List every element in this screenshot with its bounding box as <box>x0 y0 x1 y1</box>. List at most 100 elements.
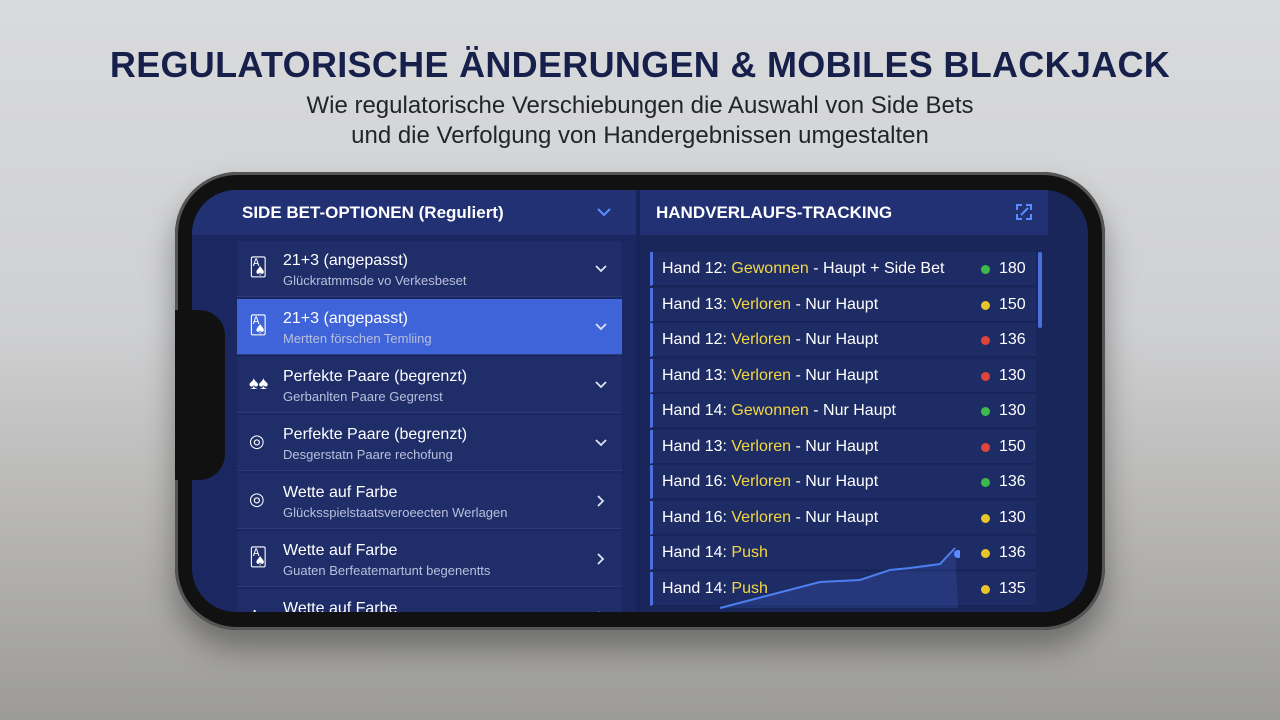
status-dot <box>981 442 990 452</box>
item-icon: ◎ <box>249 489 265 509</box>
status-dot <box>981 407 990 416</box>
trend-sparkline <box>719 547 960 609</box>
item-label: Wette auf Farbe <box>283 600 398 612</box>
tracking-panel: HANDVERLAUFS-TRACKING Hand 12: Gewonnen … <box>640 190 1088 612</box>
status-dot <box>981 513 990 523</box>
subtitle: und die Verfolgung von Handergebnissen u… <box>351 122 929 149</box>
side-bet-item[interactable]: ◎ Wette auf Farbe Glücksspielstaatsveroeec… <box>237 473 622 529</box>
hand-value: 180 <box>999 260 1026 277</box>
hand-detail: - Nur Haupt <box>795 295 879 313</box>
hand-text: Hand 14: Push <box>662 544 768 562</box>
hand-label: Hand 14: <box>662 544 727 561</box>
hand-result: Gewonnen <box>731 402 809 419</box>
status-dot <box>981 549 990 558</box>
hand-detail: - Nur Haupt <box>795 437 879 455</box>
hand-text: Hand 12: Verloren - Nur Haupt <box>662 331 878 349</box>
item-label: 21+3 (angepasst) <box>283 310 408 327</box>
chevron[interactable] <box>594 321 608 333</box>
panel-header: HANDVERLAUFS-TRACKING <box>640 190 1048 235</box>
hand-text: Hand 16: Verloren - Nur Haupt <box>662 473 878 491</box>
hand-text: Hand 14: Gewonnen - Nur Haupt <box>662 402 896 420</box>
hand-label: Hand 13: <box>662 437 727 455</box>
hand-result: Verloren <box>731 366 791 384</box>
hand-detail: - Nur Haupt <box>795 508 879 526</box>
item-label: 21+3 (angepasst) <box>283 252 408 269</box>
item-icon: ∴ <box>249 605 260 612</box>
item-sub: Desgerstatn Paare rechofung <box>283 447 453 462</box>
item-icon: 🂡 <box>249 257 268 277</box>
hand-value: 130 <box>999 402 1026 419</box>
hand-detail: - Nur Haupt <box>795 366 879 384</box>
status-dot <box>981 336 990 345</box>
item-sub: Mertten förschen Temliing <box>283 331 432 346</box>
hand-label: Hand 12: <box>662 260 727 277</box>
hand-row: Hand 14: Push 136 <box>650 536 1036 570</box>
hand-row: Hand 16: Verloren - Nur Haupt 130 <box>650 500 1036 535</box>
hand-text: Hand 14: Push <box>662 580 768 598</box>
hand-text: Hand 13: Verloren - Nur Haupt <box>662 438 878 456</box>
side-bet-item[interactable]: 🂡 21+3 (angepasst) Mertten förschen Temlii… <box>237 299 622 355</box>
hand-label: Hand 16: <box>662 508 727 526</box>
hand-text: Hand 12: Gewonnen - Haupt + Side Bet <box>662 260 944 278</box>
item-icon: ♠♠ <box>249 373 269 393</box>
hand-row: Hand 12: Gewonnen - Haupt + Side Bet 180 <box>650 252 1036 286</box>
hand-value: 136 <box>999 331 1026 348</box>
item-icon: 🂡 <box>249 547 268 567</box>
status-dot <box>981 300 990 310</box>
item-label: Perfekte Paare (begrenzt) <box>283 368 468 385</box>
item-label: Wette auf Farbe <box>283 542 398 559</box>
hand-row: Hand 14: Push 135 <box>650 571 1036 606</box>
chevron[interactable] <box>594 437 608 449</box>
chevron[interactable] <box>594 379 608 391</box>
hand-result: Verloren <box>731 508 791 526</box>
hand-label: Hand 16: <box>662 473 727 490</box>
hand-result: Verloren <box>731 473 791 490</box>
hand-label: Hand 14: <box>662 579 727 597</box>
chevron[interactable] <box>594 495 608 507</box>
dropdown-icon[interactable] <box>596 206 612 218</box>
subtitle: Wie regulatorische Verschiebungen die Au… <box>306 92 974 119</box>
side-bet-item[interactable]: 🂡 21+3 (angepasst) Glückratmmsde vo Verkes… <box>237 241 622 297</box>
chevron[interactable] <box>594 611 608 612</box>
item-label: Perfekte Paare (begrenzt) <box>283 426 468 443</box>
side-bet-item[interactable]: ♠♠ Perfekte Paare (begrenzt) Gerbanlten Pa… <box>237 357 622 413</box>
item-sub: Glückratmmsde vo Verkesbeset <box>283 273 467 288</box>
item-label: Wette auf Farbe <box>283 484 398 501</box>
chevron[interactable] <box>594 553 608 565</box>
side-bet-panel: SIDE BET-OPTIONEN (Reguliert) 🂡 21+3 (ang… <box>192 190 636 612</box>
hand-row: Hand 13: Verloren - Nur Haupt 150 <box>650 429 1036 464</box>
status-dot <box>981 371 990 381</box>
hand-value: 130 <box>999 508 1026 526</box>
status-dot <box>981 265 990 274</box>
hand-value: 130 <box>999 366 1026 384</box>
hand-result: Push <box>731 544 768 561</box>
item-icon: ◎ <box>249 431 265 451</box>
chevron[interactable] <box>594 263 608 275</box>
hand-value: 150 <box>999 437 1026 455</box>
hand-row: Hand 13: Verloren - Nur Haupt 130 <box>650 358 1036 393</box>
item-icon: 🂡 <box>249 315 268 335</box>
hand-label: Hand 14: <box>662 402 727 419</box>
screen: SIDE BET-OPTIONEN (Reguliert) 🂡 21+3 (ang… <box>192 190 1088 612</box>
hand-detail: - Nur Haupt <box>795 473 879 490</box>
hand-result: Verloren <box>731 437 791 455</box>
side-bet-item[interactable]: 🂡 Wette auf Farbe Guaten Berfeatemartunt b… <box>237 531 622 587</box>
item-sub: Glücksspielstaatsveroeecten Werlagen <box>283 505 508 520</box>
scrollbar[interactable] <box>1038 252 1042 328</box>
hand-label: Hand 13: <box>662 295 727 313</box>
item-sub: Gerbanlten Paare Gegrenst <box>283 389 443 404</box>
status-dot <box>981 584 990 594</box>
side-bet-item[interactable]: ◎ Perfekte Paare (begrenzt) Desgerstatn Pa… <box>237 415 622 471</box>
hand-row: Hand 14: Gewonnen - Nur Haupt 130 <box>650 394 1036 428</box>
hand-row: Hand 16: Verloren - Nur Haupt 136 <box>650 465 1036 499</box>
hand-detail: - Nur Haupt <box>813 402 896 419</box>
hand-detail: - Nur Haupt <box>795 331 879 348</box>
expand-icon[interactable] <box>1014 202 1034 222</box>
hand-text: Hand 13: Verloren - Nur Haupt <box>662 296 878 314</box>
side-bet-item[interactable]: ∴ Wette auf Farbe <box>237 589 622 612</box>
panel-header: SIDE BET-OPTIONEN (Reguliert) <box>192 190 636 235</box>
hand-row: Hand 13: Verloren - Nur Haupt 150 <box>650 287 1036 322</box>
hand-value: 136 <box>999 544 1026 561</box>
